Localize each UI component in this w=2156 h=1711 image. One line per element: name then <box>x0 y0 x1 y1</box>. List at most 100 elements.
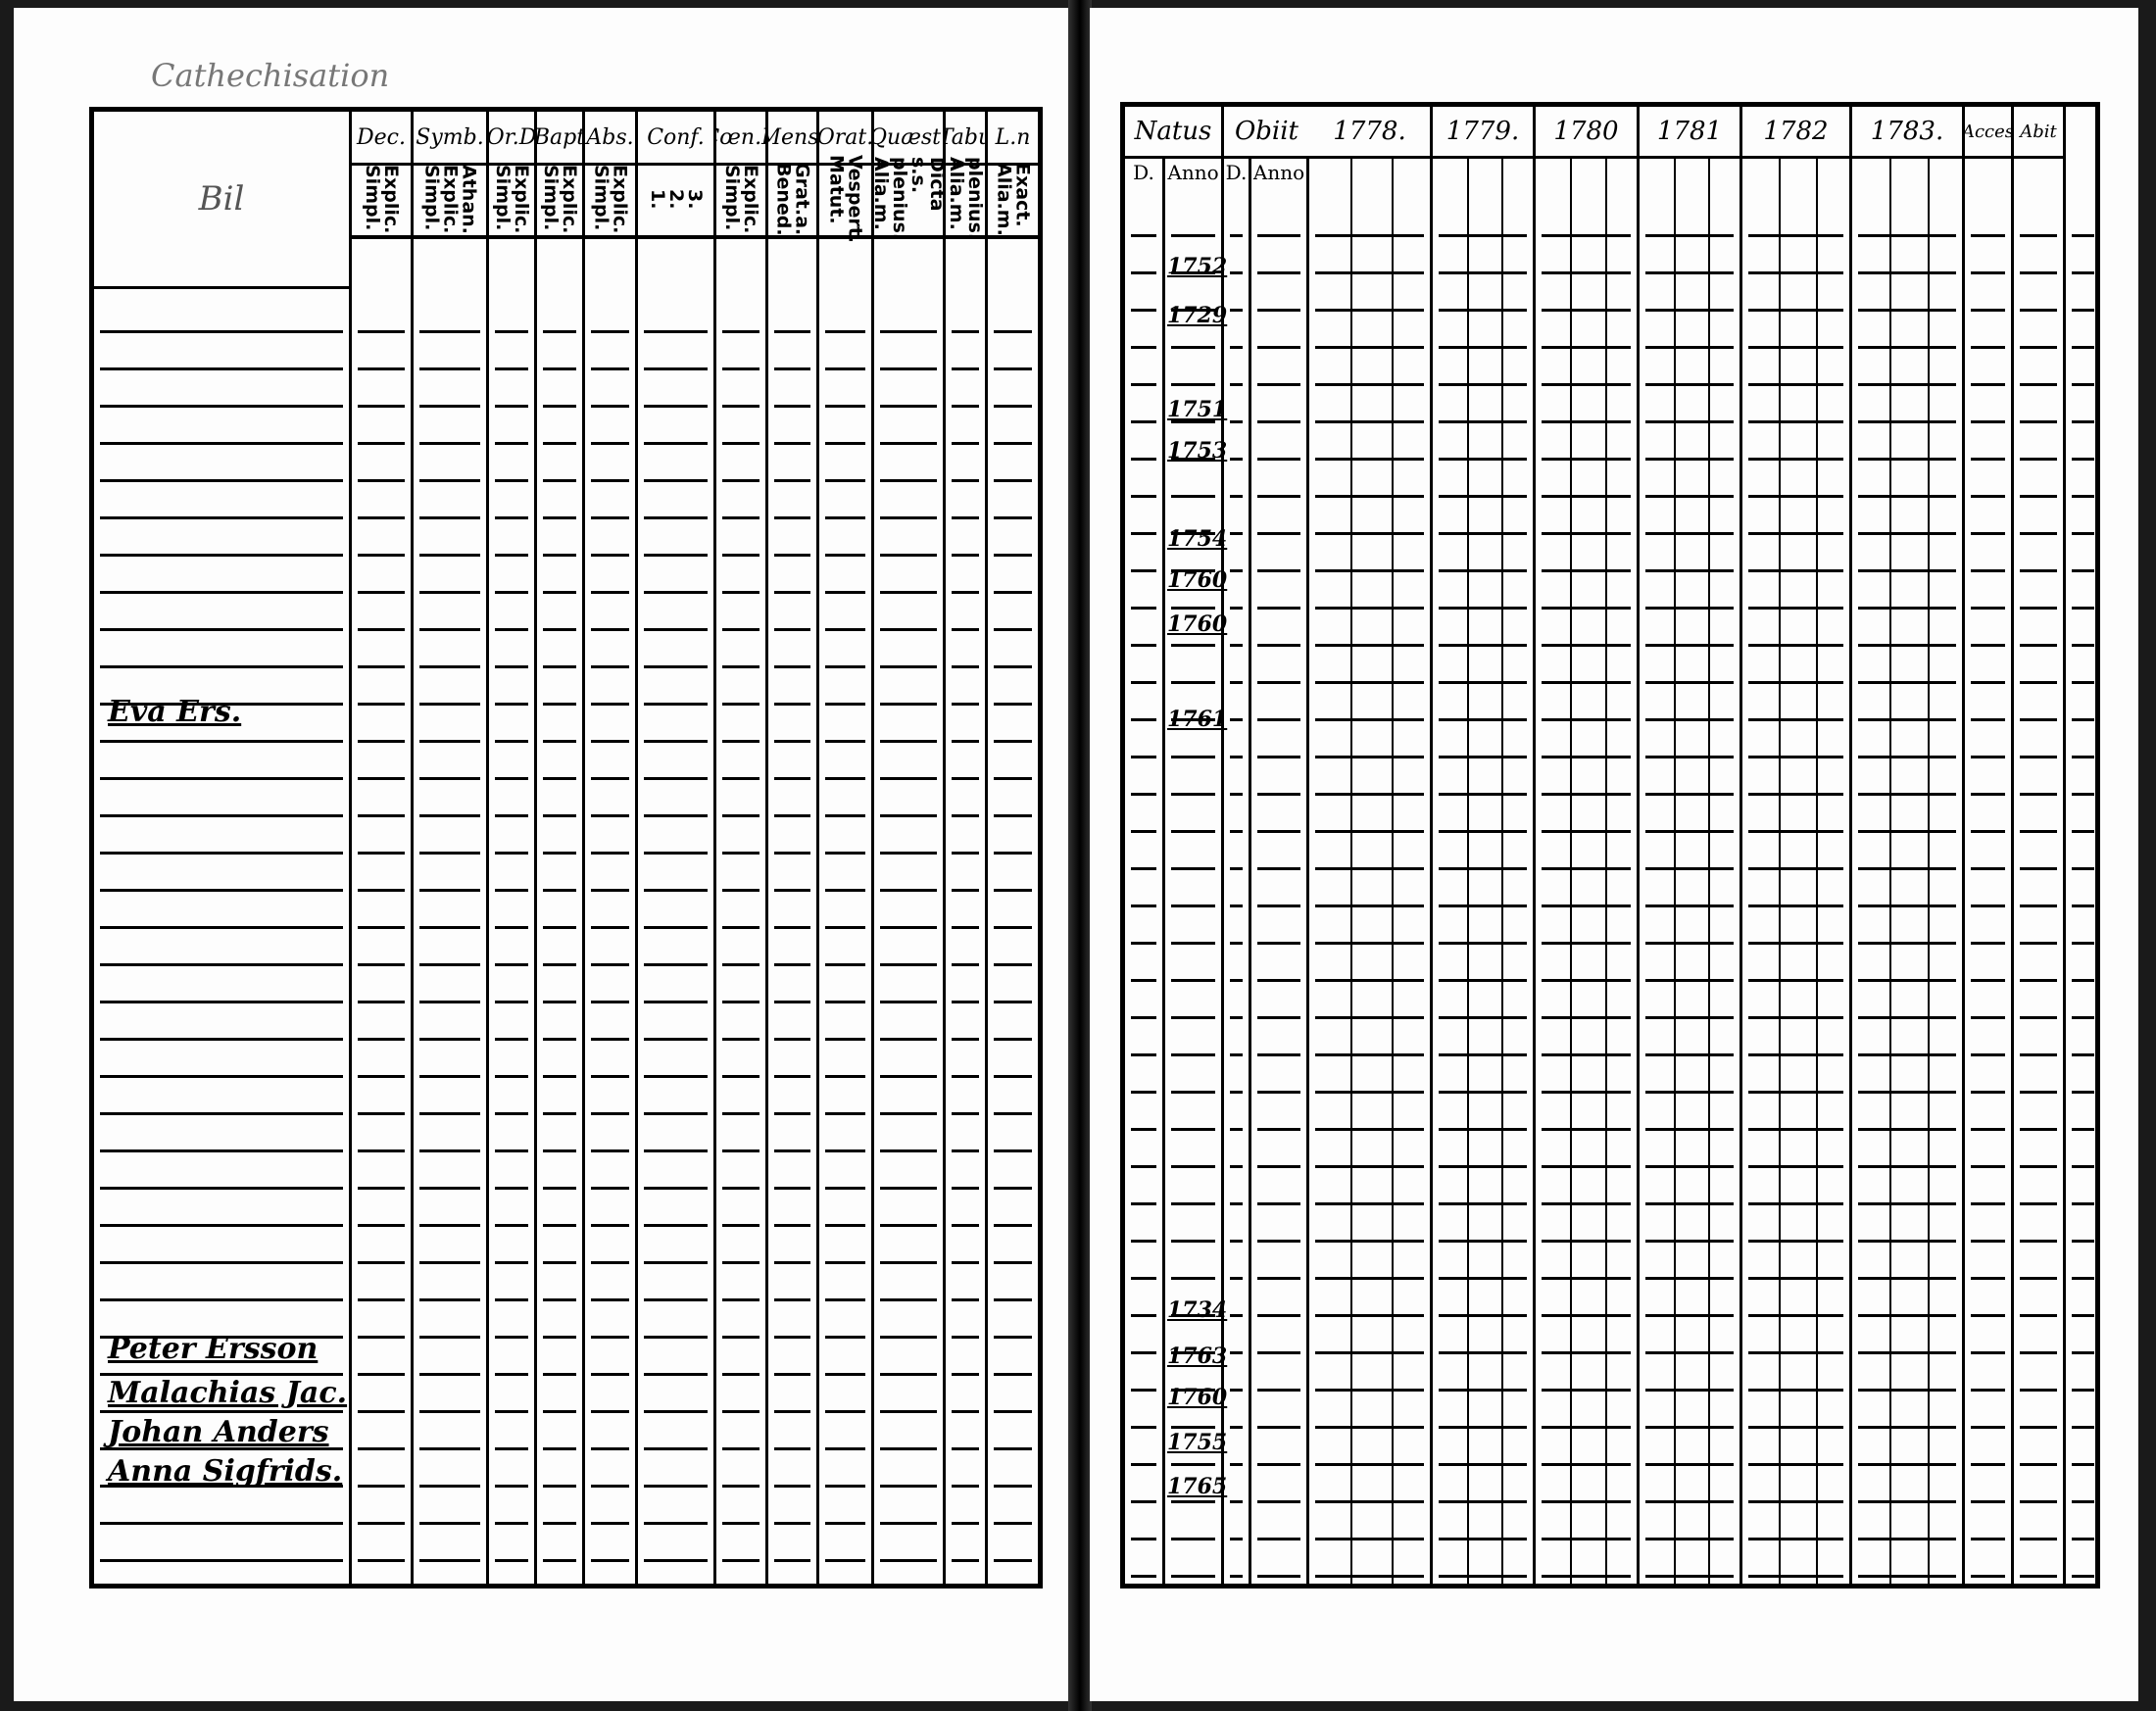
birth-year: 1763 <box>1167 1344 1228 1369</box>
register-column: 1782 <box>1740 107 1849 1584</box>
birth-year: 1734 <box>1167 1297 1228 1323</box>
person-name: Malachias Jac. <box>108 1376 348 1410</box>
column-header: Abit <box>2014 107 2063 159</box>
ruled-rows <box>1439 200 1527 1584</box>
name-column: Bil Eva Ers. Peter Ersson Malachias Jac. Joh… <box>94 112 349 1584</box>
register-table: Natus D. Anno 1752 1729 1751 1753 1754 1760 1760 1… <box>1120 102 2100 1589</box>
column-subheader: Vespert. Matut. <box>819 155 871 243</box>
ruled-rows <box>994 296 1032 1584</box>
subheader-text: plenius. Alia.m. <box>946 157 986 241</box>
register-column: 1778. <box>1306 107 1430 1584</box>
subheader-text: Explic. Simpl. <box>721 164 761 234</box>
birth-year: 1729 <box>1167 303 1228 328</box>
column-4: BaptExplic. Simpl. <box>534 112 582 1584</box>
ruled-rows <box>774 296 810 1584</box>
birth-year: 1760 <box>1167 567 1228 593</box>
ruled-rows <box>2020 200 2057 1584</box>
ruled-rows <box>1230 200 1243 1584</box>
column-1: Dec. Explic. Simpl. <box>349 112 411 1584</box>
column-3: Or.D Explic. Simpl. <box>486 112 534 1584</box>
subheader-text: Athan. Explic. Simpl. <box>420 164 480 234</box>
person-name: Anna Sigfrids. <box>108 1454 343 1489</box>
subheader: Anno <box>1252 161 1305 184</box>
ruled-rows <box>591 296 629 1584</box>
ruled-rows <box>1645 200 1734 1584</box>
birth-year: 1765 <box>1167 1474 1228 1499</box>
column-subheader: Athan. Explic. Simpl. <box>414 163 486 239</box>
book-gutter <box>1068 0 1092 1711</box>
column-header: 1782 <box>1742 107 1849 159</box>
register-column: 1781 <box>1637 107 1740 1584</box>
name-header: Bil <box>94 112 349 289</box>
birth-year: 1760 <box>1167 1385 1228 1410</box>
column-header: Abs. <box>585 112 635 166</box>
subheader: Anno <box>1167 161 1219 184</box>
person-name: Eva Ers. <box>108 695 242 729</box>
subheader: D. <box>1133 161 1154 184</box>
birth-year: 1751 <box>1167 397 1228 422</box>
ruled-rows <box>358 296 405 1584</box>
register-column: 1780 <box>1533 107 1637 1584</box>
ruled-rows <box>1971 200 2005 1584</box>
page-title: Cathechisation <box>151 57 390 94</box>
register-column: Obiit D. <box>1221 107 1309 1584</box>
ruled-rows <box>825 296 865 1584</box>
column-header: 1779. <box>1433 107 1533 159</box>
ruled-rows <box>1858 200 1956 1584</box>
ruled-rows <box>543 296 576 1584</box>
column-header: 1780 <box>1536 107 1637 159</box>
ruled-rows <box>1315 200 1424 1584</box>
ruled-rows <box>100 296 343 1584</box>
column-header: Quæst. <box>874 112 943 166</box>
ruled-rows <box>880 296 937 1584</box>
ruled-rows <box>1257 200 1300 1584</box>
column-header: Tabu <box>946 112 985 166</box>
ruled-rows <box>1171 200 1215 1584</box>
register-column: Abit <box>2011 107 2063 1584</box>
subheader-text: 3. 2. 1. <box>647 188 706 210</box>
birth-year: 1761 <box>1167 707 1228 732</box>
column-subheader: Explic. Simpl. <box>489 163 534 239</box>
column-header: Symb. <box>414 112 486 166</box>
person-name: Johan Anders <box>108 1415 329 1449</box>
birth-year: 1752 <box>1167 254 1228 279</box>
column-header: 1783. <box>1852 107 1962 159</box>
column-header: Natus <box>1125 107 1221 159</box>
column-subheader: Grat.a. Bened. <box>768 163 816 239</box>
column-12: L.n Exact. Alia.m. <box>985 112 1038 1584</box>
ruled-rows <box>419 296 480 1584</box>
register-column: Natus D. <box>1125 107 1221 1584</box>
person-name: Peter Ersson <box>108 1332 318 1366</box>
ruled-rows <box>495 296 528 1584</box>
column-header: Bapt <box>537 112 582 166</box>
column-8: Mens.Grat.a. Bened. <box>765 112 816 1584</box>
subheader: D. <box>1225 161 1248 184</box>
column-9: Orat. Vespert. Matut. <box>816 112 871 1584</box>
column-subheader: Explic. Simpl. <box>716 163 765 239</box>
ruled-rows <box>2072 200 2094 1584</box>
birth-year: 1754 <box>1167 526 1228 552</box>
column-header: Cœn.D <box>716 112 765 166</box>
left-page: Cathechisation Bil Eva Ers. Peter Ersson Ma… <box>14 8 1070 1701</box>
column-header: Acces <box>1965 107 2011 159</box>
ruled-rows <box>1748 200 1843 1584</box>
subheader-text: Vespert. Matut. <box>825 154 866 244</box>
subheader-text: Explic. Simpl. <box>362 164 402 234</box>
ruled-rows <box>722 296 760 1584</box>
column-subheader: 3. 2. 1. <box>638 163 713 239</box>
column-header: Dec. <box>352 112 411 166</box>
ruled-rows <box>644 296 708 1584</box>
column-header: Orat. <box>819 112 871 166</box>
column-subheader: plenius. Alia.m. <box>946 157 986 241</box>
column-6: Conf. 3. 2. 1. <box>635 112 713 1584</box>
column-subheader: Explic. Simpl. <box>537 163 582 239</box>
column-subheader: Explic. Simpl. <box>585 163 635 239</box>
column-subheader: Dicta s.s. plenius. Alia.m. <box>870 157 948 240</box>
column-10: Quæst.Dicta s.s. plenius. Alia.m. <box>870 112 948 1584</box>
subheader-text: Explic. Simpl. <box>540 164 580 234</box>
ruled-rows <box>952 296 979 1584</box>
subheader-text: Exact. Alia.m. <box>993 162 1034 236</box>
column-header: L.n <box>988 112 1038 166</box>
birth-year: 1760 <box>1167 611 1228 637</box>
